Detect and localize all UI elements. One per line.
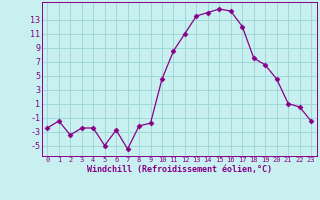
X-axis label: Windchill (Refroidissement éolien,°C): Windchill (Refroidissement éolien,°C) [87,165,272,174]
